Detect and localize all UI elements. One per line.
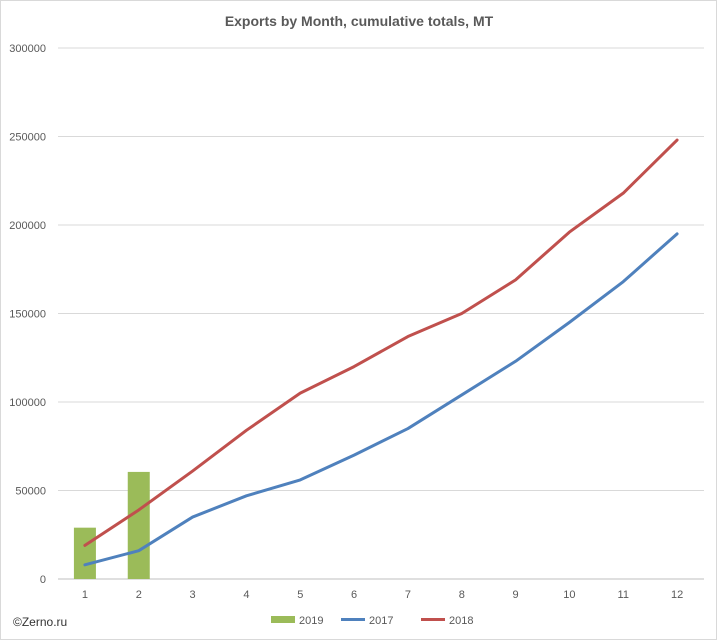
x-tick-label: 10 [563,589,575,601]
x-tick-label: 11 [618,589,629,601]
x-tick-label: 8 [459,589,465,601]
x-tick-label: 2 [136,589,142,601]
y-tick-label: 250000 [9,132,46,144]
x-tick-label: 9 [513,589,519,601]
x-tick-label: 3 [190,589,196,601]
legend-item: 2018 [421,615,473,627]
x-tick-label: 12 [671,589,683,601]
y-tick-label: 300000 [9,43,46,55]
y-tick-label: 100000 [9,397,46,409]
bar [127,471,150,579]
bar-series [73,471,150,579]
bar [73,527,96,579]
legend-item: 2019 [271,615,323,627]
x-tick-label: 7 [405,589,411,601]
legend-label: 2018 [449,615,473,627]
legend-swatch [271,616,295,623]
x-axis: 1 2 3 4 5 6 7 8 9 10 11 12 [82,589,683,601]
x-tick-label: 5 [297,589,303,601]
x-tick-label: 1 [82,589,88,601]
credit-text: ©Zerno.ru [13,615,67,629]
y-tick-label: 150000 [9,309,46,321]
x-tick-label: 6 [351,589,357,601]
legend-label: 2017 [369,615,393,627]
y-tick-label: 0 [40,574,46,586]
y-tick-label: 50000 [15,486,46,498]
series-line-2017 [83,232,679,567]
legend: 2019 2017 2018 [271,615,473,627]
x-tick-label: 4 [243,589,249,601]
series-line-2018 [83,138,679,547]
line-series [83,138,679,567]
legend-item: 2017 [341,615,393,627]
y-tick-label: 200000 [9,220,46,232]
chart-title: Exports by Month, cumulative totals, MT [225,13,494,29]
legend-label: 2019 [299,615,323,627]
y-axis: 0 50000 100000 150000 200000 250000 300000 [9,43,46,586]
